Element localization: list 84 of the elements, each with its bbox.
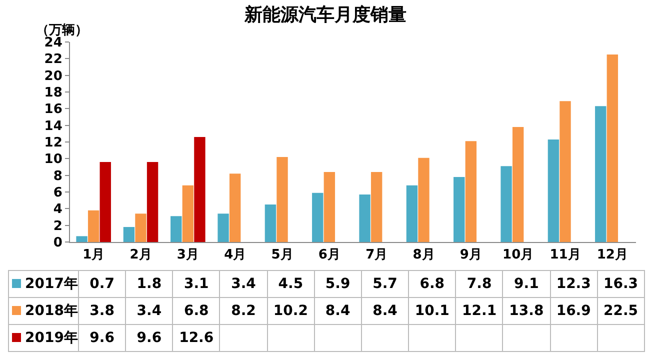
bar — [595, 106, 606, 242]
y-tick-label: 4 — [53, 202, 62, 218]
bar — [123, 227, 135, 242]
legend-label: 2018年 — [25, 303, 78, 319]
bar — [454, 177, 465, 242]
data-label: 12.1 — [456, 298, 503, 324]
bar — [170, 216, 182, 242]
data-label: 3.8 — [78, 298, 126, 324]
chart-title: 新能源汽车月度销量 — [244, 4, 406, 26]
data-label: 12.3 — [550, 270, 598, 298]
x-tick-label: 3月 — [176, 248, 199, 263]
bar — [418, 158, 430, 242]
y-tick-label: 22 — [44, 52, 62, 68]
data-label: 12.6 — [172, 324, 220, 352]
bar — [512, 127, 524, 242]
bar — [312, 192, 324, 242]
y-tick-label: 20 — [44, 68, 62, 84]
data-label: 7.8 — [456, 270, 503, 298]
data-label: 16.3 — [597, 270, 644, 298]
y-tick-label: 6 — [53, 186, 62, 201]
bar — [406, 185, 418, 242]
bar — [359, 194, 370, 242]
data-label: 13.8 — [502, 298, 550, 324]
bar — [88, 210, 100, 242]
bar — [500, 166, 512, 242]
bar — [182, 185, 194, 242]
data-label: 8.4 — [314, 298, 362, 324]
bar — [218, 214, 229, 242]
y-tick-label: 0 — [53, 236, 62, 251]
bar — [229, 174, 241, 242]
data-label: 3.1 — [172, 270, 220, 298]
data-label: 6.8 — [172, 298, 220, 324]
x-tick-label: 10月 — [502, 248, 534, 263]
data-label: 0.7 — [78, 270, 126, 298]
data-label: 22.5 — [597, 298, 644, 324]
x-tick-label: 1月 — [82, 248, 105, 263]
data-label: 3.4 — [220, 270, 268, 298]
y-axis-title: （万辆） — [36, 23, 88, 38]
bar — [76, 236, 88, 242]
y-tick-label: 12 — [44, 136, 62, 151]
bar — [264, 204, 276, 242]
data-label: 4.5 — [267, 270, 314, 298]
data-label: 16.9 — [550, 298, 598, 324]
data-label: 5.9 — [314, 270, 362, 298]
bar — [276, 157, 288, 242]
x-tick-label: 7月 — [366, 248, 388, 263]
data-label: 3.4 — [126, 298, 173, 324]
bar — [194, 137, 206, 242]
bar — [135, 214, 146, 242]
y-tick-label: 14 — [44, 118, 62, 134]
x-tick-label: 8月 — [412, 248, 435, 263]
bar — [560, 101, 571, 242]
data-label: 9.1 — [502, 270, 550, 298]
bar — [465, 141, 477, 242]
x-tick-label: 11月 — [550, 248, 581, 263]
data-label: 10.2 — [267, 298, 314, 324]
data-label: 6.8 — [408, 270, 456, 298]
legend-label: 2017年 — [25, 276, 78, 292]
x-tick-label: 2月 — [130, 248, 152, 263]
bar — [606, 54, 618, 242]
y-tick-label: 10 — [44, 152, 62, 168]
bar — [370, 172, 382, 242]
y-tick-label: 16 — [44, 102, 62, 118]
data-label: 8.4 — [361, 298, 409, 324]
bar — [100, 162, 111, 242]
bar — [548, 140, 560, 242]
y-tick-label: 18 — [44, 86, 62, 101]
legend-label: 2019年 — [25, 330, 78, 346]
data-label: 9.6 — [78, 324, 126, 352]
bar — [324, 172, 336, 242]
y-tick-label: 2 — [53, 218, 62, 234]
data-label: 5.7 — [361, 270, 409, 298]
x-tick-label: 12月 — [596, 248, 628, 263]
y-tick-label: 24 — [44, 36, 62, 51]
data-label: 1.8 — [126, 270, 173, 298]
x-tick-label: 6月 — [318, 248, 340, 263]
x-tick-label: 5月 — [271, 248, 294, 263]
data-label: 9.6 — [126, 324, 173, 352]
data-label: 8.2 — [220, 298, 268, 324]
data-label: 10.1 — [408, 298, 456, 324]
y-tick-label: 8 — [53, 168, 62, 184]
x-tick-label: 9月 — [460, 248, 482, 263]
bar — [146, 162, 158, 242]
x-tick-label: 4月 — [224, 248, 246, 263]
